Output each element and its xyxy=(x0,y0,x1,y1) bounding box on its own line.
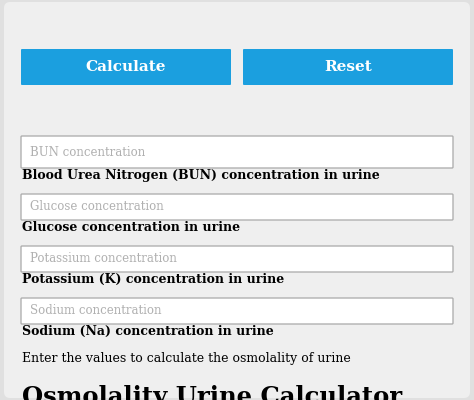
Text: Osmolality Urine Calculator: Osmolality Urine Calculator xyxy=(22,385,402,400)
Text: Potassium concentration: Potassium concentration xyxy=(30,252,177,266)
FancyBboxPatch shape xyxy=(21,298,453,324)
Text: Glucose concentration in urine: Glucose concentration in urine xyxy=(22,221,240,234)
FancyBboxPatch shape xyxy=(21,49,231,85)
FancyBboxPatch shape xyxy=(21,136,453,168)
Text: Sodium (Na) concentration in urine: Sodium (Na) concentration in urine xyxy=(22,325,274,338)
FancyBboxPatch shape xyxy=(21,194,453,220)
Text: Potassium (K) concentration in urine: Potassium (K) concentration in urine xyxy=(22,273,284,286)
Text: BUN concentration: BUN concentration xyxy=(30,146,145,158)
Text: Glucose concentration: Glucose concentration xyxy=(30,200,164,214)
FancyBboxPatch shape xyxy=(4,2,470,398)
Text: Enter the values to calculate the osmolality of urine: Enter the values to calculate the osmola… xyxy=(22,352,351,365)
Text: Sodium concentration: Sodium concentration xyxy=(30,304,162,318)
FancyBboxPatch shape xyxy=(21,246,453,272)
FancyBboxPatch shape xyxy=(243,49,453,85)
Text: Reset: Reset xyxy=(324,60,372,74)
Text: Calculate: Calculate xyxy=(86,60,166,74)
Text: Blood Urea Nitrogen (BUN) concentration in urine: Blood Urea Nitrogen (BUN) concentration … xyxy=(22,169,380,182)
